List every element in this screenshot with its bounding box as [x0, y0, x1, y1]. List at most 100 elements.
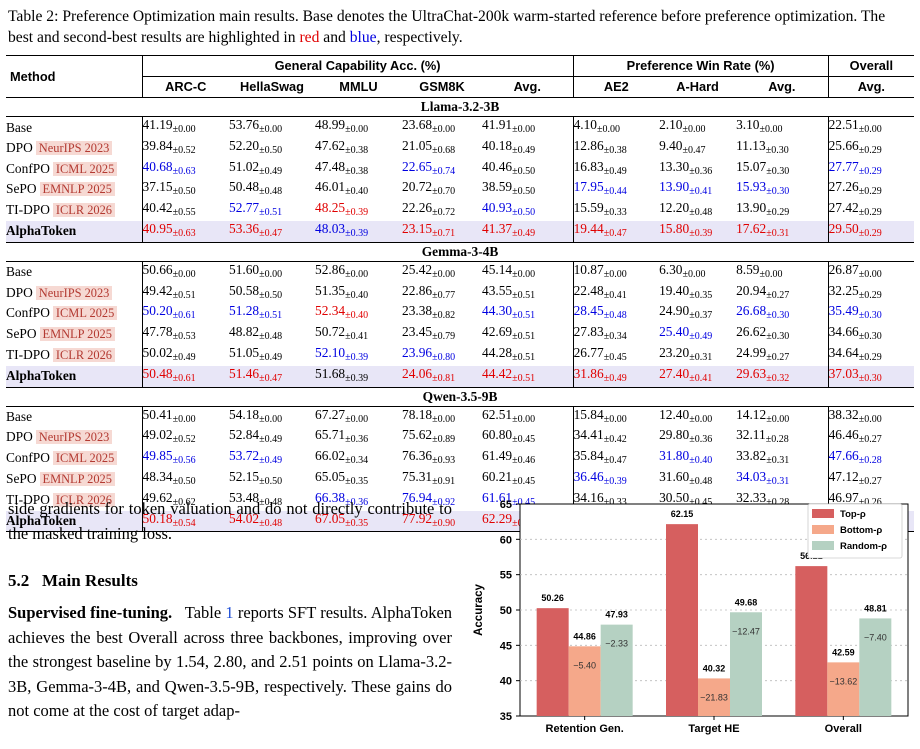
cell-value: 22.48	[573, 282, 604, 298]
cell-value: 29.80	[659, 427, 690, 443]
cell-std: ±0.31	[766, 475, 790, 487]
cell-value: 22.86	[402, 282, 433, 298]
value-cell: 50.72±0.41	[315, 324, 402, 345]
value-cell: 52.34±0.40	[315, 303, 402, 324]
table-row: ConfPO ICML 2025 40.68±0.63 51.02±0.49 47.48…	[6, 158, 915, 180]
venue-badge: ICLR 2026	[52, 347, 115, 362]
cell-std: ±0.00	[759, 124, 783, 135]
value-cell: 65.71±0.36	[315, 427, 402, 448]
bar	[666, 524, 698, 716]
table-row: Base 50.66±0.00 51.60±0.00 52.86±0.00 25.42±…	[6, 260, 915, 283]
bar-value-label: 40.32	[703, 663, 726, 673]
value-cell: 15.93±0.30	[736, 179, 828, 200]
value-cell: 53.48±0.48	[229, 490, 315, 511]
results-table-body: Llama-3.2-3B Base 41.19±0.00 53.76±0.00 48.9…	[6, 97, 915, 533]
value-cell: 40.18±0.49	[482, 138, 573, 159]
value-cell: 44.28±0.51	[482, 345, 573, 366]
cell-value: 24.90	[659, 303, 690, 319]
cell-std: ±0.47	[259, 372, 283, 384]
value-cell: 48.25±0.39	[315, 200, 402, 221]
cell-std: ±0.49	[259, 434, 283, 446]
cell-value: 52.10	[315, 344, 346, 360]
cell-value: 46.46	[828, 427, 859, 443]
cell-std: ±0.33	[603, 496, 627, 508]
cell-value: 52.34	[315, 303, 346, 319]
value-cell: 47.48±0.38	[315, 159, 402, 180]
cell-std: ±0.00	[259, 413, 283, 425]
section-title: Main Results	[42, 571, 138, 590]
cell-value: 25.66	[828, 137, 859, 153]
value-cell: 42.69±0.51	[482, 324, 573, 345]
value-cell: 26.87±0.00	[827, 260, 915, 283]
cell-value: 41.37	[482, 220, 513, 236]
cell-std: ±0.29	[858, 227, 882, 239]
method-name: SePO	[6, 470, 37, 486]
bar	[536, 608, 569, 716]
cell-value: 78.18	[402, 406, 433, 422]
cell-value: 21.05	[402, 137, 433, 153]
cell-value: 3.10	[736, 117, 760, 132]
cell-value: 60.21	[482, 468, 513, 484]
cell-std: ±0.61	[172, 310, 196, 322]
table-ref-link[interactable]: 1	[225, 603, 234, 622]
cell-value: 27.83	[573, 324, 604, 340]
cell-std: ±0.37	[689, 310, 713, 322]
value-cell: 29.50±0.29	[827, 220, 915, 243]
cell-value: 50.20	[142, 303, 173, 319]
cell-std: ±0.29	[858, 351, 882, 363]
cell-std: ±0.30	[765, 144, 789, 156]
cell-value: 13.90	[659, 179, 690, 195]
cell-value: 51.28	[229, 303, 260, 319]
legend-swatch	[812, 509, 834, 518]
cell-std: ±0.48	[259, 496, 283, 508]
cell-std: ±0.36	[689, 434, 713, 446]
venue-badge: EMNLP 2025	[39, 471, 115, 486]
cell-value: 8.59	[736, 261, 760, 277]
cell-std: ±0.30	[766, 331, 790, 343]
y-tick-label: 40	[500, 676, 512, 688]
value-cell: 27.77±0.29	[827, 158, 915, 180]
table-row: DPO NeurIPS 2023 39.84±0.52 52.20±0.50 47.62…	[6, 137, 915, 159]
value-cell: 48.82±0.48	[229, 324, 315, 345]
cell-std: ±0.00	[345, 124, 369, 135]
cell-value: 61.49	[482, 448, 513, 464]
cell-value: 41.19	[142, 117, 173, 132]
value-cell: 2.10±0.00	[659, 115, 737, 138]
value-cell: 52.84±0.49	[229, 427, 315, 448]
value-cell: 33.82±0.31	[736, 448, 828, 469]
cell-std: ±0.27	[858, 475, 882, 487]
value-cell: 24.06±0.81	[402, 365, 482, 388]
value-cell: 27.26±0.29	[827, 179, 915, 201]
cell-std: ±0.29	[858, 165, 882, 177]
value-cell: 12.86±0.38	[572, 137, 660, 159]
y-axis-label: Accuracy	[473, 584, 485, 636]
value-cell: 15.07±0.30	[736, 159, 828, 180]
cell-value: 13.30	[659, 158, 690, 174]
bar-delta-label: −7.40	[864, 632, 887, 642]
cell-value: 51.68	[315, 365, 346, 381]
value-cell: 75.62±0.89	[402, 427, 482, 448]
value-cell: 76.36±0.93	[402, 448, 482, 469]
cell-value: 31.80	[659, 448, 690, 464]
value-cell: 25.66±0.29	[827, 137, 915, 159]
cell-std: ±0.27	[766, 289, 790, 301]
cell-std: ±0.45	[512, 496, 536, 508]
value-cell: 27.83±0.34	[572, 324, 660, 345]
value-cell: 15.80±0.39	[659, 220, 737, 243]
cell-value: 34.64	[828, 344, 859, 360]
y-tick-label: 65	[500, 499, 512, 511]
cell-value: 52.86	[315, 261, 346, 277]
value-cell: 13.90±0.41	[659, 179, 736, 200]
cell-std: ±0.51	[259, 207, 283, 219]
col-header: A-Hard	[659, 76, 737, 98]
value-cell: 23.68±0.00	[402, 115, 482, 138]
cell-value: 40.93	[482, 200, 513, 216]
table-row: ConfPO ICML 2025 50.20±0.61 51.28±0.51 52.34…	[6, 303, 915, 325]
cell-std: ±0.93	[432, 455, 456, 467]
cell-std: ±0.50	[259, 289, 283, 301]
bar-delta-label: −13.62	[829, 676, 857, 686]
cell-std: ±0.30	[858, 331, 882, 343]
caption-blue-word: blue	[349, 29, 377, 46]
method-name: DPO	[6, 284, 33, 300]
cell-std: ±0.89	[432, 434, 456, 446]
